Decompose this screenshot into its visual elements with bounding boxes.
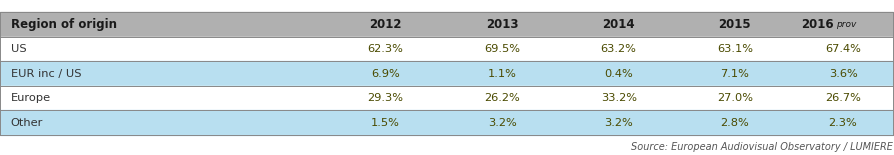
Text: 6.9%: 6.9% (371, 69, 400, 79)
Bar (0, 61, 893, 86)
Text: 3.6%: 3.6% (829, 69, 857, 79)
Text: Region of origin: Region of origin (11, 18, 117, 31)
Text: 7.1%: 7.1% (721, 69, 749, 79)
Text: 63.2%: 63.2% (601, 44, 637, 54)
Text: 62.3%: 62.3% (367, 44, 403, 54)
Text: 2.8%: 2.8% (721, 118, 749, 128)
Text: 3.2%: 3.2% (604, 118, 633, 128)
Text: 3.2%: 3.2% (488, 118, 517, 128)
Text: 26.7%: 26.7% (825, 93, 861, 103)
Text: 0.4%: 0.4% (604, 69, 633, 79)
Text: Europe: Europe (11, 93, 51, 103)
Text: US: US (11, 44, 26, 54)
Bar (0, 37, 893, 61)
Text: 2.3%: 2.3% (829, 118, 857, 128)
Text: 67.4%: 67.4% (825, 44, 861, 54)
Text: 69.5%: 69.5% (485, 44, 520, 54)
Text: 29.3%: 29.3% (367, 93, 403, 103)
Text: 33.2%: 33.2% (601, 93, 637, 103)
Text: EUR inc / US: EUR inc / US (11, 69, 81, 79)
Text: 63.1%: 63.1% (717, 44, 753, 54)
Text: Source: European Audiovisual Observatory / LUMIERE: Source: European Audiovisual Observatory… (631, 142, 893, 152)
Bar (0, 110, 893, 135)
Text: 2015: 2015 (719, 18, 751, 31)
Text: 26.2%: 26.2% (485, 93, 520, 103)
Text: 2016: 2016 (802, 18, 834, 31)
Text: Other: Other (11, 118, 43, 128)
Text: 1.1%: 1.1% (488, 69, 517, 79)
Bar (0, 12, 893, 37)
Text: 2014: 2014 (603, 18, 635, 31)
Text: 27.0%: 27.0% (717, 93, 753, 103)
Text: 2012: 2012 (369, 18, 401, 31)
Text: 1.5%: 1.5% (371, 118, 400, 128)
Bar (0, 86, 893, 110)
Text: 2013: 2013 (486, 18, 519, 31)
Text: prov: prov (836, 20, 856, 29)
